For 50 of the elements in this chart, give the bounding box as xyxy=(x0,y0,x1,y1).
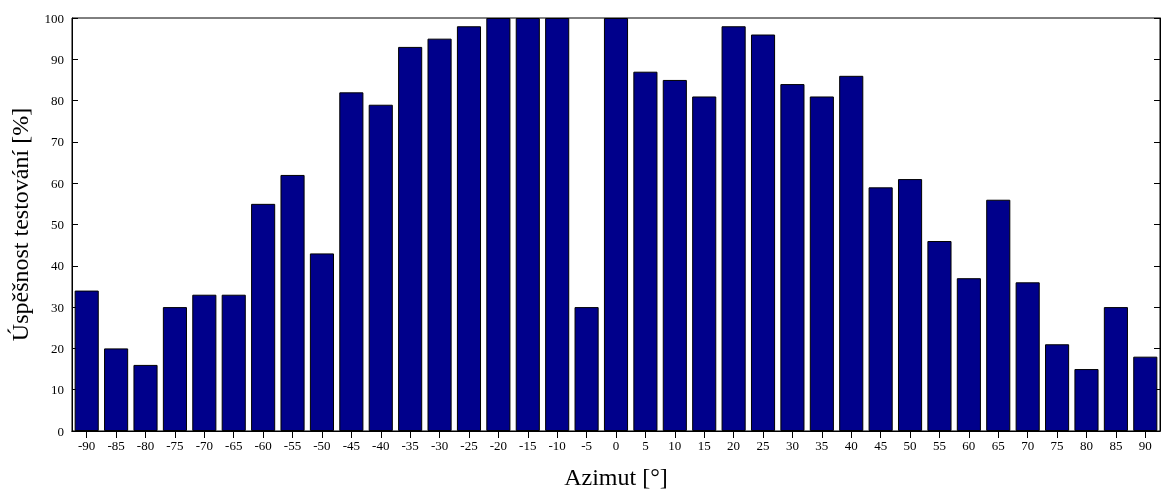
y-tick-label: 60 xyxy=(51,175,64,191)
x-tick-label: 15 xyxy=(697,438,711,453)
x-tick-label: 0 xyxy=(612,438,620,453)
x-tick-label: 80 xyxy=(1079,438,1093,453)
y-tick-label: 20 xyxy=(51,340,64,356)
x-tick-label: 50 xyxy=(903,438,917,453)
y-axis-title: Úspěšnost testování [%] xyxy=(7,107,33,342)
x-tick-label: 5 xyxy=(642,438,649,453)
x-tick-label: 25 xyxy=(756,438,770,453)
y-tick-label: 10 xyxy=(51,382,64,398)
x-tick-label: -40 xyxy=(372,438,390,453)
x-tick-label: -80 xyxy=(136,438,155,453)
x-tick-label: -5 xyxy=(581,438,593,453)
x-tick-label: -50 xyxy=(313,438,331,453)
y-tick-label: 100 xyxy=(44,10,64,26)
x-tick-label: -25 xyxy=(460,438,478,453)
y-tick-label: 30 xyxy=(51,299,64,315)
y-tick-label: 40 xyxy=(51,258,64,274)
x-tick-label: -65 xyxy=(225,438,243,453)
x-axis-title: Azimut [°] xyxy=(564,464,668,490)
x-tick-label: -10 xyxy=(548,438,566,453)
x-tick-label: -85 xyxy=(107,438,125,453)
x-tick-label: 85 xyxy=(1109,438,1123,453)
x-tick-label: 45 xyxy=(874,438,888,453)
y-tick-label: 70 xyxy=(51,134,64,150)
y-tick-label: 90 xyxy=(51,51,64,67)
y-tick-label: 80 xyxy=(51,93,64,109)
x-tick-label: 65 xyxy=(991,438,1005,453)
x-tick-label: -35 xyxy=(401,438,419,453)
x-tick-label: -70 xyxy=(195,438,213,453)
x-tick-label: -60 xyxy=(254,438,272,453)
x-tick-label: 55 xyxy=(932,438,946,453)
x-tick-label: -90 xyxy=(78,438,96,453)
x-tick-label: 10 xyxy=(668,438,682,453)
x-tick-label: 40 xyxy=(844,438,858,453)
x-tick-label: -20 xyxy=(489,438,508,453)
x-tick-label: 90 xyxy=(1138,438,1152,453)
x-tick-label: -15 xyxy=(519,438,537,453)
x-tick-label: -55 xyxy=(283,438,302,453)
x-tick-label: 60 xyxy=(962,438,976,453)
y-tick-label: 50 xyxy=(51,217,64,232)
x-tick-label: 30 xyxy=(785,438,799,453)
y-tick-label: 0 xyxy=(57,423,64,439)
x-tick-label: -75 xyxy=(166,438,184,453)
x-tick-label: 75 xyxy=(1050,438,1064,453)
x-tick-label: 20 xyxy=(727,438,741,453)
x-tick-label: 35 xyxy=(815,438,829,453)
x-tick-label: 70 xyxy=(1021,438,1035,453)
x-tick-label: -45 xyxy=(342,438,361,453)
x-tick-label: -30 xyxy=(430,438,449,453)
